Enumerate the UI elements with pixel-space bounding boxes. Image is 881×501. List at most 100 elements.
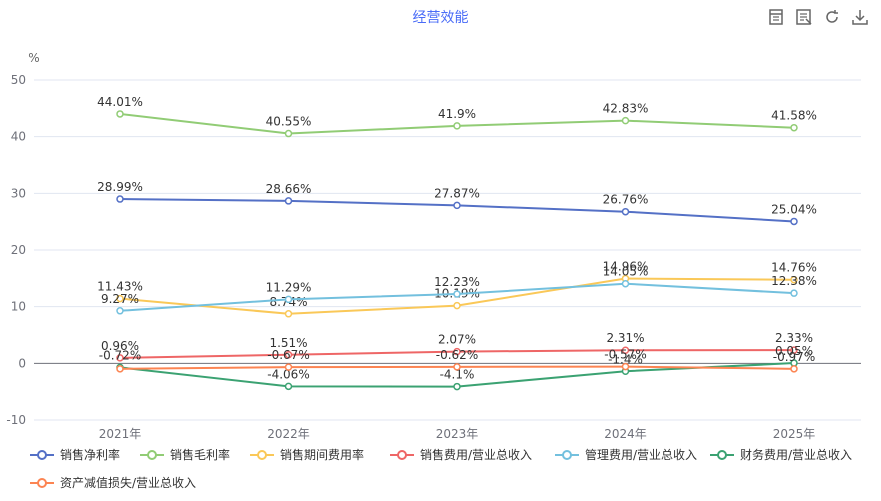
data-label: 42.83% [603,102,649,116]
y-tick-label: 20 [11,243,26,257]
download-icon[interactable] [849,6,871,28]
data-point [116,354,124,362]
series-3: 0.96% 1.51% 2.07% 2.31% 2.33% [101,331,813,362]
series-5: -0.72% -4.06% -4.1% -1.4% 0.05% [99,344,813,391]
data-point [621,207,630,216]
legend-marker-icon [390,449,414,460]
data-point [453,301,461,310]
legend-label: 销售毛利率 [170,448,231,462]
data-point [116,294,124,303]
legend-item[interactable]: 销售期间费用率 [250,446,364,463]
x-tick-label: 2021年 [99,427,142,441]
data-label: 14.05% [603,265,649,279]
legend-label: 销售期间费用率 [280,448,365,462]
legend-label: 财务费用/营业总收入 [740,448,853,462]
data-point [790,346,798,354]
legend-item[interactable]: 销售费用/营业总收入 [390,446,532,463]
legend-label: 管理费用/营业总收入 [585,448,698,462]
data-table-icon[interactable] [765,6,787,28]
y-tick-label: 50 [11,73,26,87]
data-point [790,217,798,226]
legend-item[interactable]: 财务费用/营业总收入 [710,446,852,463]
data-label: 0.05% [775,344,813,358]
data-label: 2.31% [606,331,644,345]
legend-marker-icon [250,449,274,460]
data-label: 0.96% [101,339,139,353]
data-label: 14.96% [603,260,649,274]
legend-item[interactable]: 销售净利率 [30,446,120,463]
legend-marker-icon [555,449,579,460]
data-label: -0.67% [267,348,309,362]
data-label: -4.1% [440,368,475,382]
data-point [284,129,293,138]
data-point [116,110,124,118]
y-tick-label: 0 [18,356,26,370]
chart-toolbar [765,6,871,28]
chart-title: 经营效能 [412,10,469,26]
data-label: 2.33% [775,331,813,345]
data-label: 28.99% [97,180,143,194]
data-point [284,351,293,359]
data-label: -0.62% [436,348,478,362]
x-tick-label: 2025年 [773,427,816,441]
data-point [284,197,293,205]
data-label: -0.72% [99,348,141,362]
legend-label: 销售费用/营业总收入 [420,448,533,462]
data-point [284,310,293,318]
data-label: -0.57% [604,348,646,362]
restore-icon[interactable] [821,6,843,28]
x-tick-label: 2023年 [436,427,479,441]
data-point [453,347,461,356]
data-label: 14.76% [771,261,817,275]
data-point [790,275,798,284]
series-0: 28.99% 28.66% 27.87% 26.76% 25.04% [97,180,817,226]
data-point [621,116,630,125]
legend-item[interactable]: 管理费用/营业总收入 [555,446,697,463]
legend-label: 销售净利率 [60,448,121,462]
y-axis-unit: % [28,51,39,65]
data-point [790,365,798,373]
data-label: 12.23% [434,275,480,289]
data-label: 2.07% [438,333,476,347]
data-label: 40.55% [266,115,312,129]
data-label: 44.01% [97,95,143,109]
legend-item[interactable]: 资产减值损失/营业总收入 [30,474,196,491]
data-point [116,365,124,373]
data-point [453,201,461,210]
legend-item[interactable]: 销售毛利率 [140,446,230,463]
data-point [621,279,630,288]
data-label: -0.97% [773,350,815,364]
x-tick-label: 2024年 [604,427,647,441]
data-point [453,382,461,391]
data-point [116,195,124,203]
x-tick-label: 2022年 [267,427,310,441]
legend-marker-icon [30,477,54,488]
data-point [284,295,293,304]
data-label: 1.51% [269,336,307,350]
data-label: -4.06% [267,367,309,381]
data-label: 9.27% [101,292,139,306]
legend-marker-icon [140,449,164,460]
data-label: 26.76% [603,193,649,207]
y-tick-label: -10 [6,413,26,427]
data-label: 27.87% [434,186,480,200]
data-label: 11.43% [97,280,143,294]
data-label: -1.4% [608,352,643,366]
y-tick-label: 30 [11,186,26,200]
legend-marker-icon [30,449,54,460]
data-point [790,123,798,132]
data-point [453,122,461,130]
data-label: 41.9% [438,107,476,121]
y-tick-label: 40 [11,130,26,144]
data-point [116,307,124,315]
data-point [453,290,461,298]
data-label: 12.38% [771,274,817,288]
data-point [621,362,630,371]
data-label: 25.04% [771,202,817,216]
data-label: 11.29% [266,280,312,294]
series-6: -0.67% -0.62% -0.57% -0.97% [116,348,815,373]
data-view-icon[interactable] [793,6,815,28]
data-point [284,363,293,371]
series-4: 9.27% 11.29% 12.23% 14.05% 12.38% [101,265,817,315]
legend-marker-icon [710,449,734,460]
